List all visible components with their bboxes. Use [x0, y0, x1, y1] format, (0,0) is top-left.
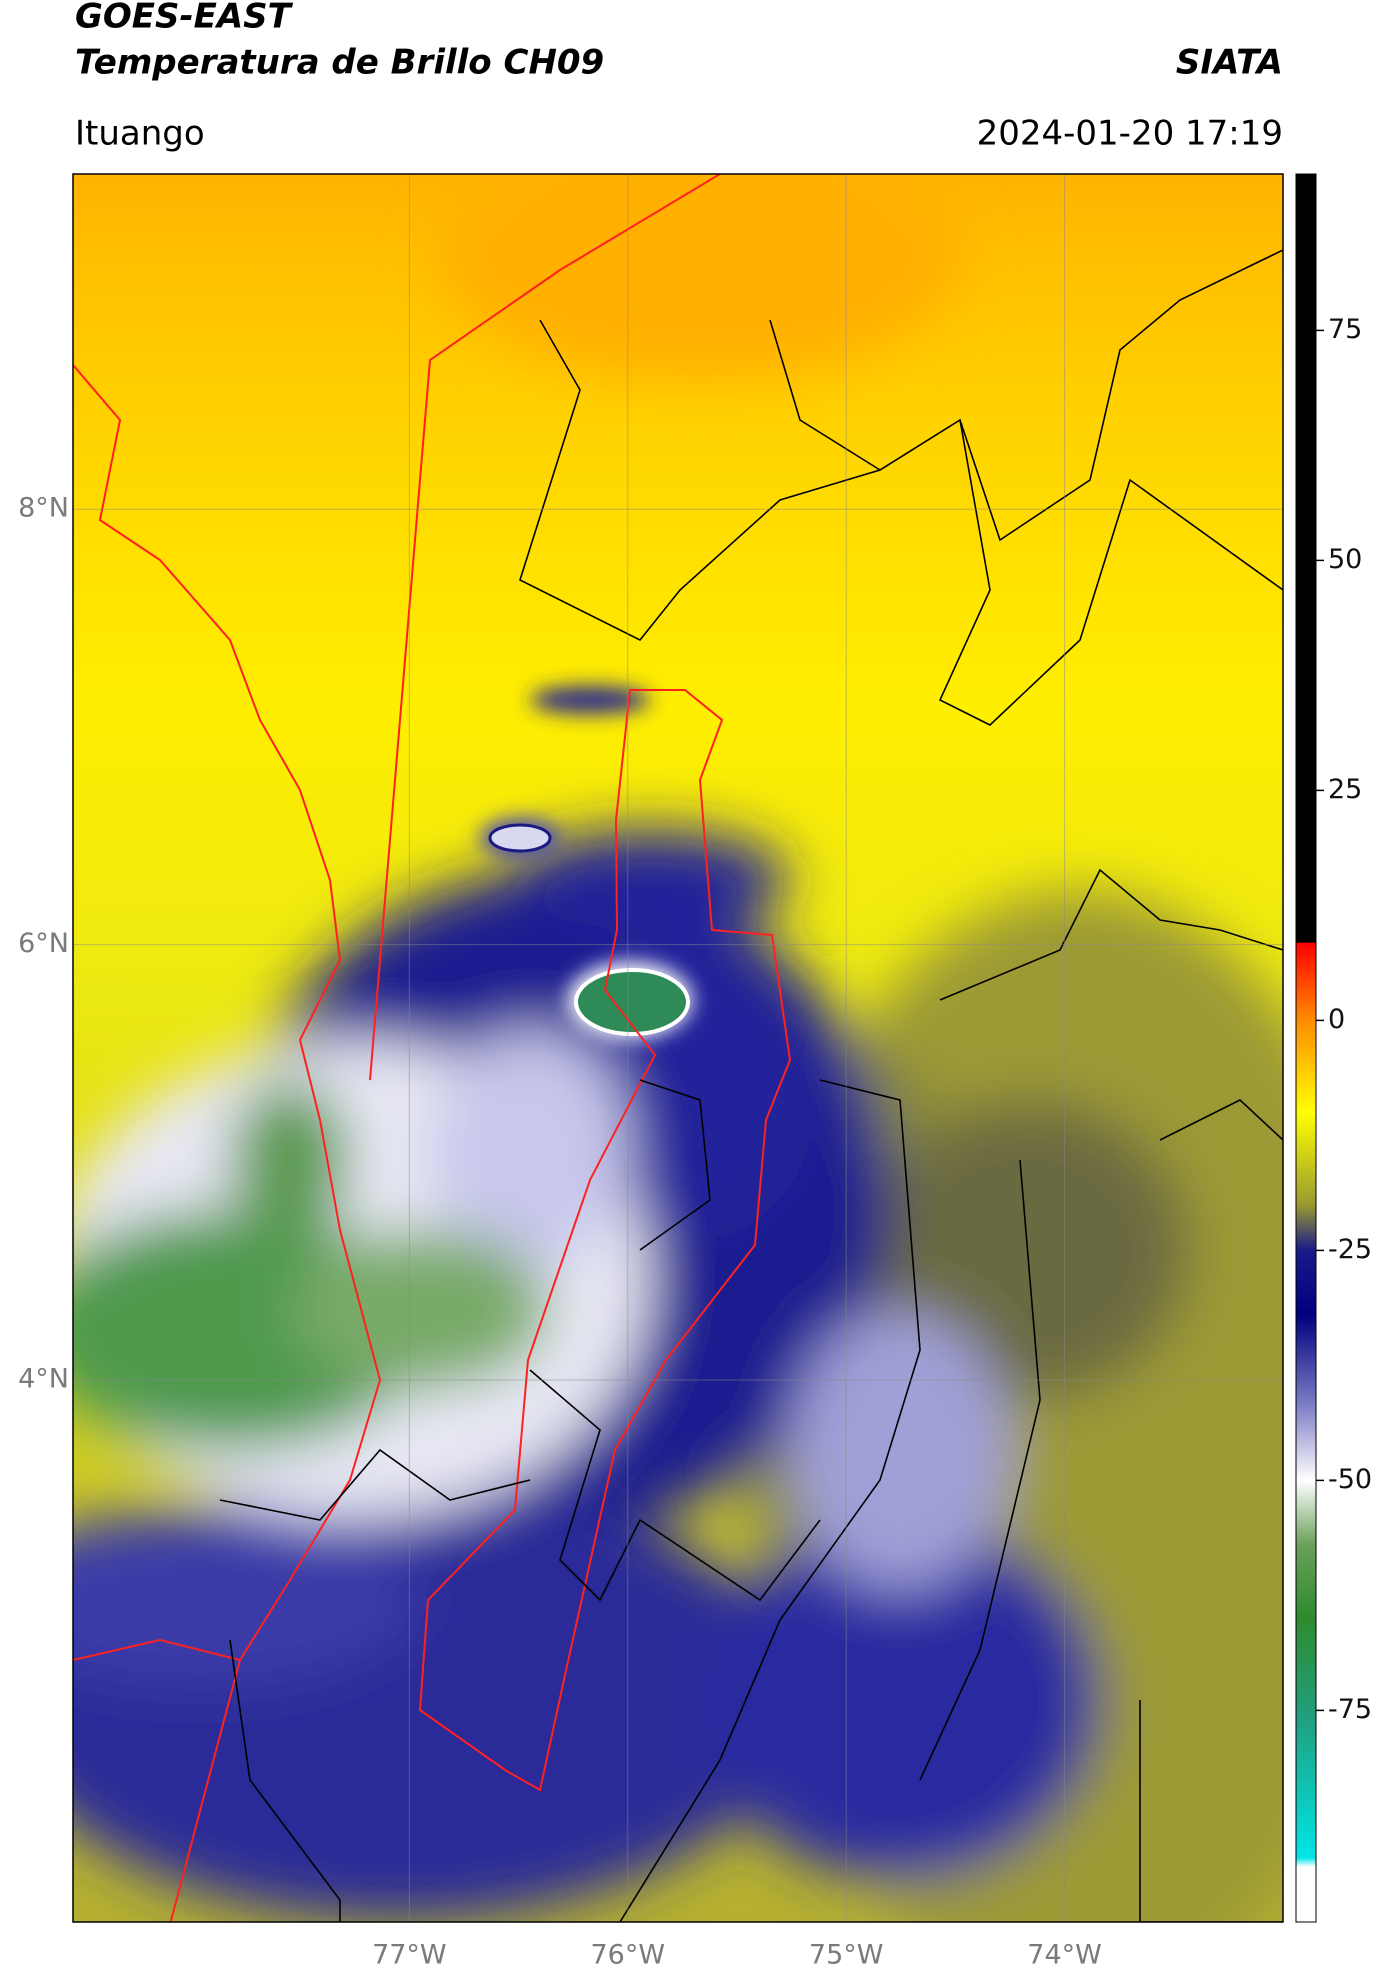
y-tick-label: 6°N	[18, 928, 69, 959]
y-tick-label: 4°N	[18, 1363, 69, 1394]
x-tick-label: 75°W	[809, 1940, 884, 1971]
colorbar	[1295, 173, 1317, 1923]
colorbar-tick-label: -75	[1328, 1694, 1372, 1725]
colorbar-tick-label: -50	[1328, 1464, 1372, 1495]
colorbar-tick-label: 75	[1328, 314, 1362, 345]
colorbar-tick-label: 0	[1328, 1004, 1345, 1035]
datetime: 2024-01-20 17:19	[977, 114, 1283, 154]
x-tick-label: 76°W	[590, 1940, 665, 1971]
x-tick-label: 77°W	[372, 1940, 447, 1971]
x-tick-label: 74°W	[1027, 1940, 1102, 1971]
grid	[73, 174, 1283, 1922]
title: GOES-EAST	[75, 0, 294, 37]
subtitle: Temperatura de Brillo CH09	[75, 43, 604, 83]
satellite-image	[73, 174, 1283, 1922]
colorbar-tick-label: 50	[1328, 544, 1362, 575]
colorbar-tick-label: 25	[1328, 774, 1362, 805]
map-frame	[72, 173, 1284, 1923]
organization: SIATA	[1176, 43, 1283, 83]
y-tick-label: 8°N	[18, 493, 69, 524]
colorbar-tick-label: -25	[1328, 1234, 1372, 1265]
location: Ituango	[75, 114, 205, 154]
